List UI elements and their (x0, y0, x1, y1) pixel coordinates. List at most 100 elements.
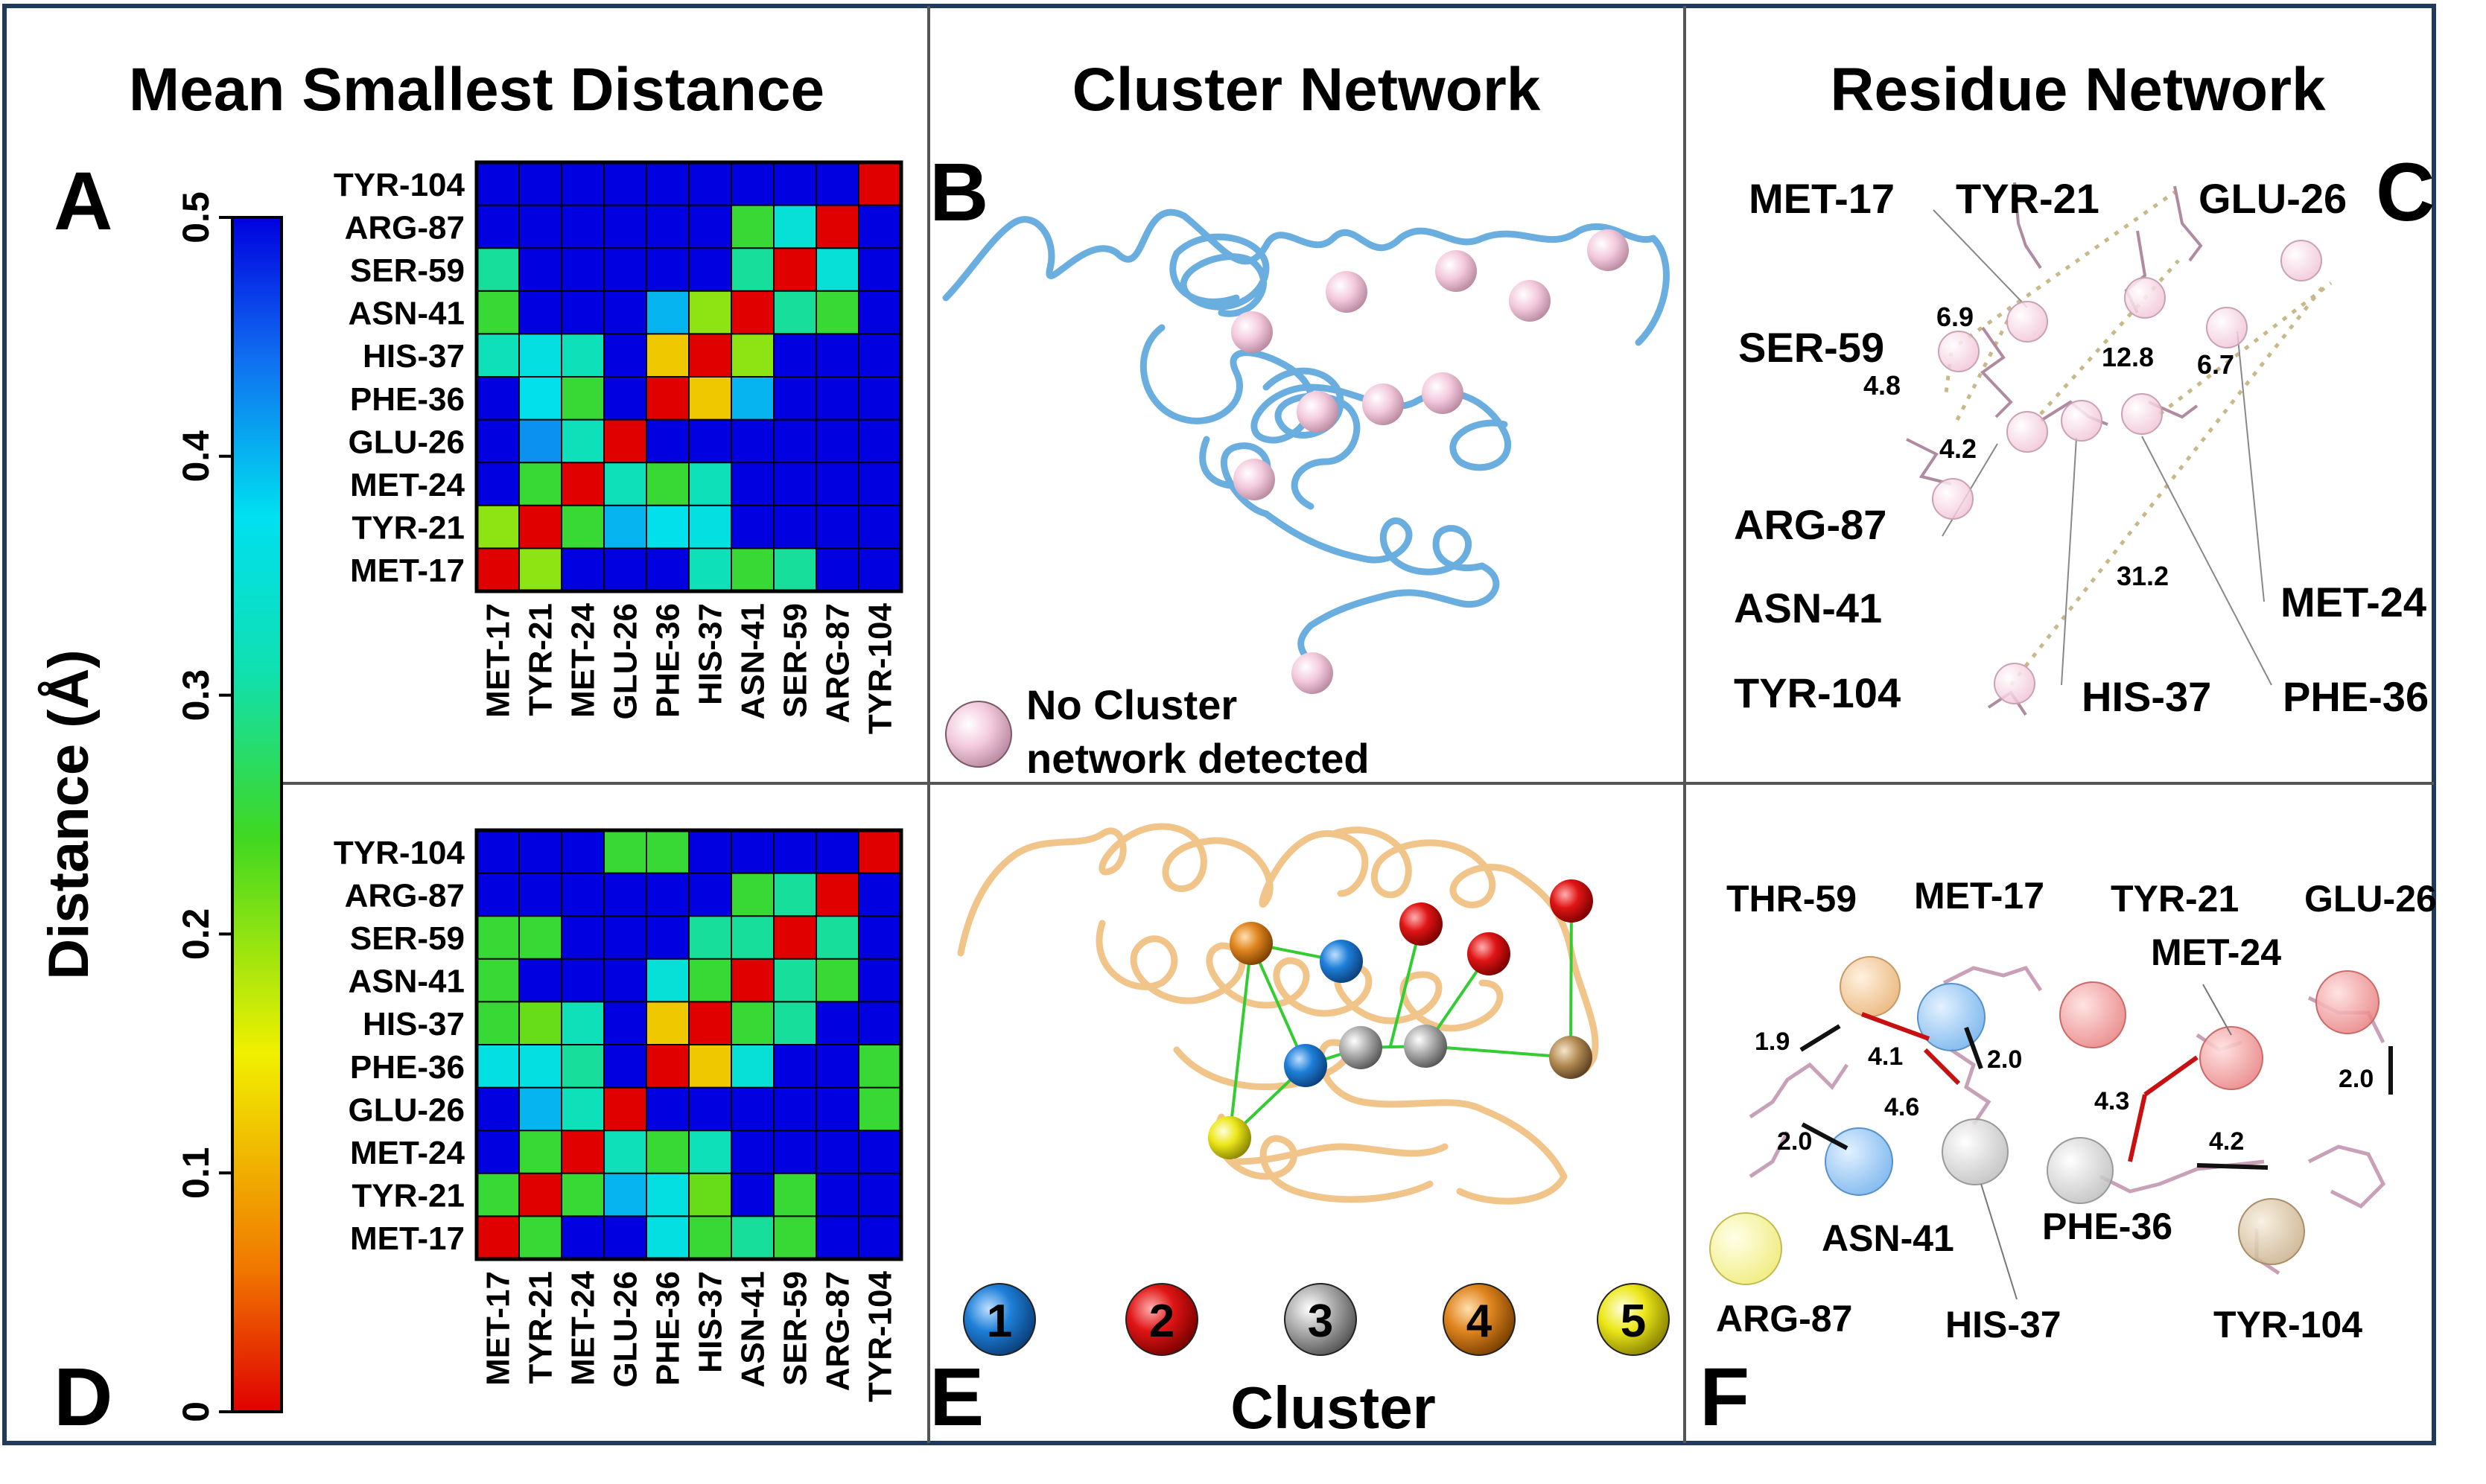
heatmap-cell (646, 1173, 690, 1217)
residue-sphere (1233, 459, 1275, 500)
colorbar-tick-label: 0 (175, 1401, 217, 1422)
cluster-2-sphere (1467, 932, 1510, 975)
heatmap-cell (816, 1001, 859, 1045)
distance-value: 4.2 (2209, 1127, 2244, 1156)
heatmap-row-label: MET-17 (350, 1220, 465, 1257)
heatmap-cell (689, 290, 732, 334)
heatmap-cell (562, 505, 605, 549)
heatmap-cell (562, 162, 605, 206)
heatmap-cell (774, 1130, 817, 1174)
panel-letter-c: C (2376, 147, 2435, 238)
heatmap-cell (562, 916, 605, 960)
heatmap-cell (604, 958, 647, 1002)
distance-value: 4.8 (1863, 370, 1901, 401)
panel-letter-b: B (929, 147, 988, 238)
heatmap-cell (774, 1173, 817, 1217)
cluster-legend-3-icon (1284, 1283, 1357, 1356)
residue-sphere (1297, 391, 1338, 433)
residue-label: GLU-26 (2199, 175, 2347, 222)
heatmap-cell (731, 334, 775, 378)
cluster-3-sphere (1339, 1026, 1382, 1069)
no-cluster-legend-line1: No Cluster (1026, 681, 1237, 728)
heatmap-cell (689, 1045, 732, 1089)
heatmap-cell (604, 1173, 647, 1217)
heatmap-cell (816, 1130, 859, 1174)
heatmap-cell (689, 548, 732, 592)
distance-value: 1.9 (1755, 1028, 1790, 1056)
heatmap-cell (646, 248, 690, 292)
residue-sphere (1942, 1118, 2009, 1185)
heatmap-cell (859, 248, 902, 292)
heatmap-cell (689, 830, 732, 874)
heatmap-cell (604, 419, 647, 463)
heatmap-row-label: TYR-104 (334, 835, 465, 871)
residue-sphere (2315, 970, 2379, 1034)
heatmap-cell (731, 290, 775, 334)
heatmap-cell (646, 334, 690, 378)
heatmap-cell (774, 205, 817, 249)
residue-label: THR-59 (1726, 878, 1857, 920)
title-mean-smallest-distance: Mean Smallest Distance (129, 56, 824, 124)
residue-sphere (1709, 1212, 1782, 1285)
heatmap-cell (604, 548, 647, 592)
heatmap-cell (646, 162, 690, 206)
heatmap-cell (731, 830, 775, 874)
heatmap-col-label: SER-59 (778, 603, 814, 718)
heatmap-cell (477, 205, 520, 249)
heatmap-col-label: ASN-41 (735, 1271, 772, 1388)
heatmap-cell (519, 916, 562, 960)
residue-sphere (1938, 331, 1980, 372)
heatmap-col-label: GLU-26 (608, 1271, 644, 1387)
heatmap-cell (774, 958, 817, 1002)
heatmap-cell (477, 1130, 520, 1174)
cluster-legend-2-label: 2 (1149, 1296, 1174, 1347)
residue-sphere (2206, 307, 2248, 348)
heatmap-cell (562, 462, 605, 506)
residue-sphere (2006, 411, 2048, 453)
heatmap-cell (519, 290, 562, 334)
heatmap-cell (774, 290, 817, 334)
heatmap-cell (646, 1087, 690, 1131)
panel-c-residue-network: MET-17 TYR-21 GLU-26 SER-59 ARG-87 ASN-4… (1734, 175, 2429, 720)
heatmap-cell (562, 290, 605, 334)
colorbar-label: Distance (Å) (37, 649, 101, 979)
heatmap-row-label: PHE-36 (350, 1049, 465, 1086)
heatmap-cell (689, 462, 732, 506)
heatmap-cell (731, 377, 775, 421)
distance-value: 4.3 (2094, 1087, 2129, 1115)
heatmap-cell (477, 1173, 520, 1217)
distance-value: 6.7 (2197, 349, 2234, 380)
panel-letter-e: E (929, 1351, 984, 1443)
heatmap-cell (731, 505, 775, 549)
heatmap-cell (477, 505, 520, 549)
heatmap-col-label: ASN-41 (735, 603, 772, 720)
residue-label: MET-17 (1749, 175, 1895, 222)
heatmap-cell (562, 419, 605, 463)
heatmap-cell (519, 505, 562, 549)
cluster-3-sphere (1404, 1025, 1447, 1068)
heatmap-cell (646, 548, 690, 592)
panel-f-residue-network: THR-59 MET-17 TYR-21 GLU-26 MET-24 ASN-4… (1709, 875, 2437, 1346)
heatmap-cell (859, 958, 902, 1002)
heatmap-col-label: HIS-37 (693, 1271, 729, 1373)
heatmap-col-label: MET-24 (565, 602, 602, 718)
heatmap-cell (859, 462, 902, 506)
heatmap-cell (859, 419, 902, 463)
residue-label: HIS-37 (1945, 1304, 2061, 1346)
heatmap-cell (604, 162, 647, 206)
distance-value: 31.2 (2117, 561, 2169, 591)
heatmap-row-label: PHE-36 (350, 381, 465, 418)
heatmap-cell (859, 505, 902, 549)
heatmap-cell (562, 1216, 605, 1260)
cluster-legend-1-label: 1 (987, 1296, 1012, 1347)
distance-value: 2.0 (2339, 1065, 2374, 1093)
cluster-2-sphere (1550, 879, 1593, 923)
heatmap-cell (689, 916, 732, 960)
heatmap-cell (774, 248, 817, 292)
residue-label: MET-24 (2151, 932, 2281, 973)
protein-ribbon-b (942, 208, 1670, 674)
residue-sphere (1422, 372, 1463, 414)
cluster-tan-sphere (1549, 1036, 1592, 1079)
residue-sphere (2047, 1137, 2114, 1204)
cluster-axis-label: Cluster (1230, 1375, 1436, 1441)
